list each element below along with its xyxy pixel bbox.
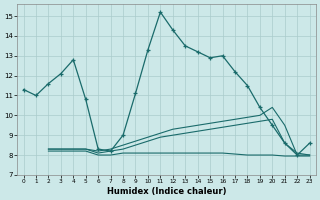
- X-axis label: Humidex (Indice chaleur): Humidex (Indice chaleur): [107, 187, 226, 196]
